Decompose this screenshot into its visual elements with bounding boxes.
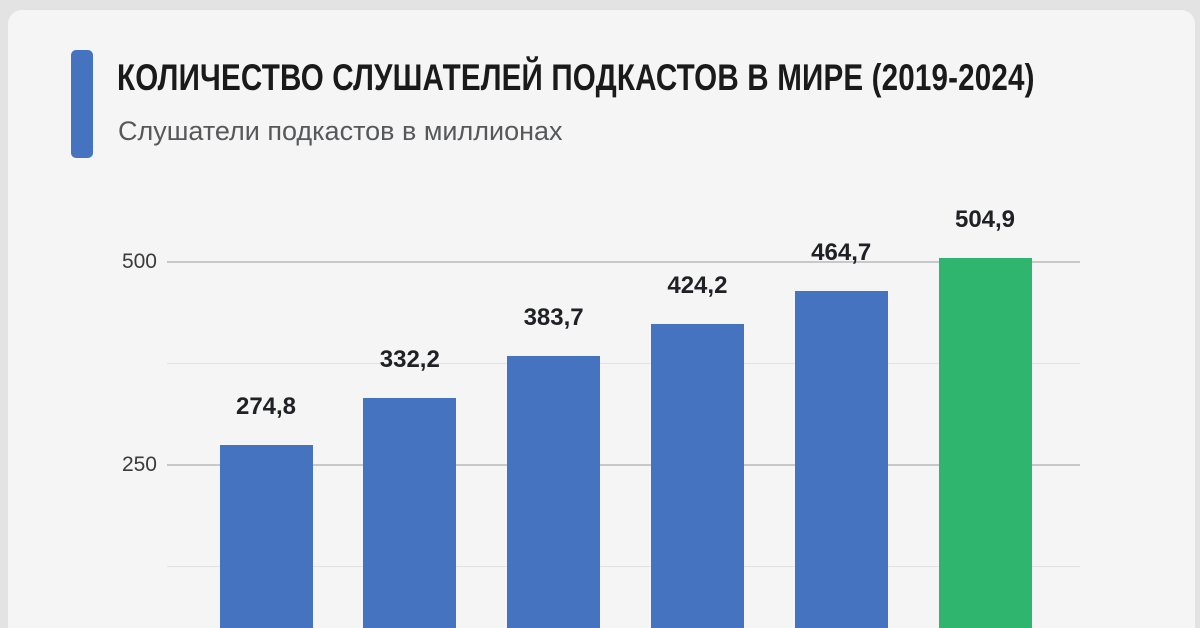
bar-value-label-2023: 464,7 [811, 238, 872, 266]
y-axis-tick-250: 250 [121, 453, 157, 476]
bar-value-label-2022: 424,2 [667, 271, 728, 299]
chart-subtitle: Слушатели подкастов в миллионах [118, 116, 563, 146]
bar-2022 [650, 323, 744, 628]
chart-title: КОЛИЧЕСТВО СЛУШАТЕЛЕЙ ПОДКАСТОВ В МИРЕ (… [117, 57, 1035, 98]
bar-value-label-2019: 274,8 [235, 392, 297, 420]
bar-value-label-2021: 383,7 [523, 304, 584, 332]
gridline-125 [167, 566, 1080, 567]
bar-2020 [363, 398, 457, 628]
gridline-375 [167, 363, 1080, 364]
bar-2019 [219, 444, 313, 628]
bar-2024 [938, 258, 1032, 628]
bar-value-label-2024: 504,9 [954, 206, 1016, 234]
bar-2023 [794, 290, 888, 628]
title-accent-bar [71, 50, 93, 158]
bar-2021 [507, 356, 601, 628]
bar-value-label-2020: 332,2 [379, 346, 440, 374]
gridline-250 [167, 464, 1080, 466]
y-axis-tick-500: 500 [121, 250, 157, 273]
gridline-500 [167, 261, 1080, 263]
